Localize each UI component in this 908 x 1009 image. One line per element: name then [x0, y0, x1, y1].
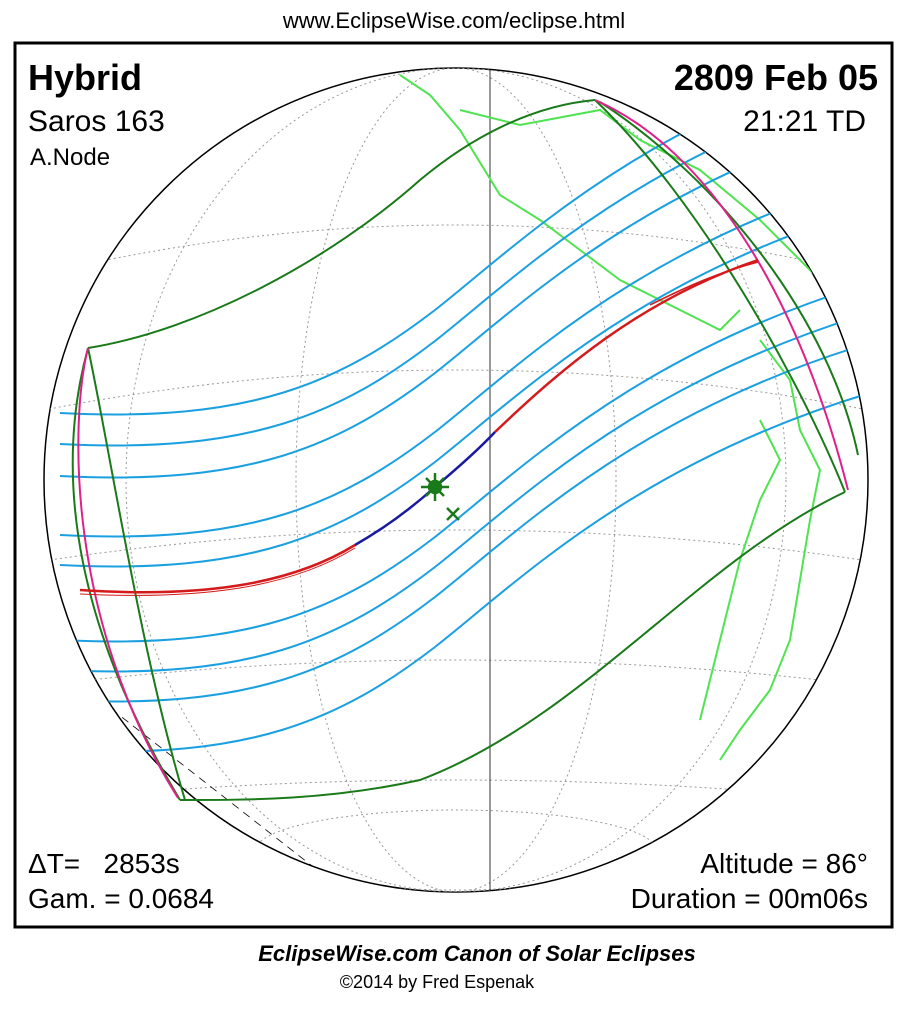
delta-t: ΔT= 2853s [28, 848, 180, 879]
saros: Saros 163 [28, 105, 165, 138]
limits [71, 99, 859, 801]
coastlines [399, 74, 822, 761]
graticule [44, 68, 868, 892]
central-line [79, 258, 759, 596]
node: A.Node [30, 144, 110, 171]
copyright: ©2014 by Fred Espenak [340, 972, 535, 992]
url: www.EclipseWise.com/eclipse.html [282, 8, 625, 33]
gamma: Gam. = 0.0684 [28, 883, 214, 914]
altitude: Altitude = 86° [700, 848, 868, 879]
footer-title: EclipseWise.com Canon of Solar Eclipses [258, 941, 696, 966]
time: 21:21 TD [743, 105, 866, 138]
duration: Duration = 00m06s [631, 883, 868, 914]
eclipse-type: Hybrid [28, 57, 142, 98]
globe [43, 67, 869, 893]
date: 2809 Feb 05 [674, 57, 878, 98]
greatest-eclipse [421, 473, 460, 521]
frame [13, 41, 894, 929]
